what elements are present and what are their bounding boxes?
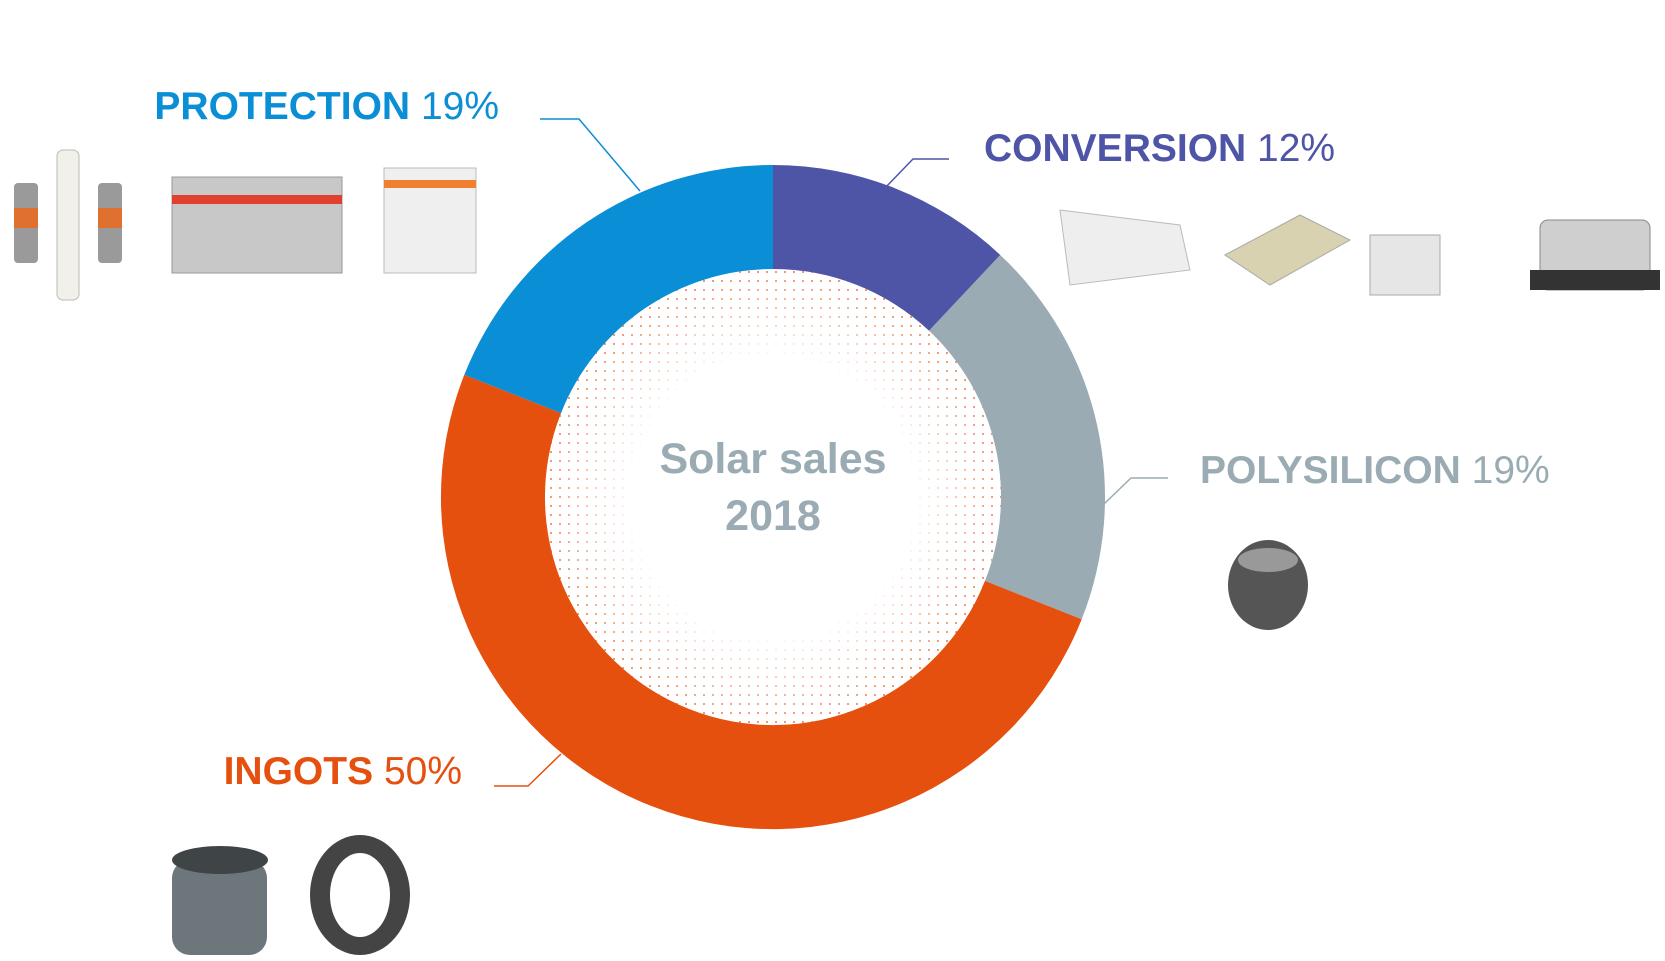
protection-products: [14, 149, 477, 301]
donut-slice: [773, 165, 1001, 331]
donut-slice: [464, 165, 773, 414]
slice-label: POLYSILICON 19%: [1200, 449, 1550, 492]
ingots-products: [172, 835, 410, 955]
leader-line: [1103, 477, 1168, 505]
slice-label: PROTECTION 19%: [154, 85, 499, 128]
leader-line: [494, 753, 562, 787]
category-name: INGOTS: [224, 750, 374, 793]
slice-label: CONVERSION 12%: [984, 127, 1335, 170]
slices: [440, 165, 1105, 830]
center-text: Solar sales: [659, 435, 886, 483]
value-label: 19%: [1472, 449, 1550, 492]
category-name: CONVERSION: [984, 127, 1246, 170]
polysilicon-products: [1228, 540, 1308, 630]
inner-fade: [545, 269, 1001, 725]
category-name: PROTECTION: [154, 85, 410, 128]
center-text: 2018: [725, 492, 821, 540]
value-label: 12%: [1257, 127, 1335, 170]
donut-slice: [929, 254, 1105, 620]
donut-slice: [440, 374, 1082, 830]
leader-line: [883, 158, 949, 190]
conversion-products: [1059, 209, 1660, 296]
value-label: 19%: [421, 85, 499, 128]
slice-label: INGOTS 50%: [224, 750, 462, 793]
value-label: 50%: [384, 750, 462, 793]
category-name: POLYSILICON: [1200, 449, 1461, 492]
leader-line: [540, 118, 641, 192]
